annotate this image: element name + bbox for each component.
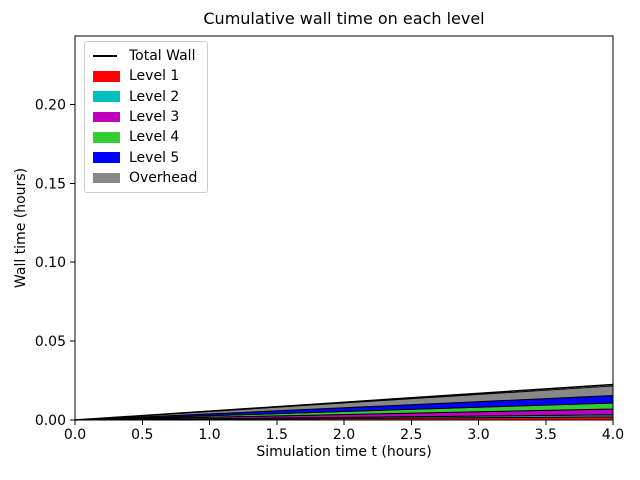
legend-line-swatch-total-wall [93, 55, 121, 58]
legend-entry-overhead: Overhead [93, 168, 197, 188]
legend: Total Wall Level 1 Level 2 Level 3 Level 4 Le… [84, 41, 209, 194]
legend-label: Level 1 [129, 68, 180, 85]
y-ticks: 0.00 0.05 0.10 0.15 0.20 [35, 97, 75, 429]
x-tick-label: 2.0 [333, 427, 355, 443]
x-ticks: 0.0 0.5 1.0 1.5 2.0 2.5 3.0 3.5 4.0 [64, 420, 624, 443]
swatch-color [93, 55, 117, 58]
total-wall-line [74, 383, 614, 421]
legend-patch-swatch-overhead [93, 172, 121, 184]
legend-label: Level 5 [129, 149, 180, 166]
swatch-color [93, 132, 120, 143]
y-tick-label: 0.10 [35, 255, 66, 271]
x-tick-label: 1.0 [198, 427, 220, 443]
line-total-wall [74, 383, 614, 421]
x-tick-label: 3.0 [467, 427, 489, 443]
chart-title: Cumulative wall time on each level [203, 9, 485, 28]
swatch-color [93, 152, 120, 163]
legend-patch-swatch-level-5 [93, 152, 121, 163]
y-tick-label: 0.00 [35, 413, 66, 429]
legend-patch-swatch-level-2 [93, 91, 121, 102]
swatch-color [93, 71, 120, 82]
legend-patch-swatch-level-4 [93, 132, 121, 143]
legend-entry-level-1: Level 1 [93, 66, 197, 86]
y-tick-label: 0.20 [35, 97, 66, 113]
swatch-color [93, 172, 120, 184]
legend-patch-swatch-level-1 [93, 71, 121, 82]
legend-entry-level-4: Level 4 [93, 127, 197, 147]
legend-label: Total Wall [129, 48, 196, 65]
x-tick-label: 0.5 [131, 427, 153, 443]
x-tick-label: 4.0 [602, 427, 624, 443]
legend-label: Level 2 [129, 88, 180, 105]
legend-entry-level-5: Level 5 [93, 147, 197, 167]
legend-entry-total-wall: Total Wall [93, 46, 197, 66]
legend-entry-level-2: Level 2 [93, 87, 197, 107]
legend-label: Overhead [129, 169, 198, 186]
x-tick-label: 1.5 [266, 427, 288, 443]
legend-label: Level 3 [129, 109, 180, 126]
x-tick-label: 3.5 [535, 427, 557, 443]
swatch-color [93, 111, 120, 123]
y-tick-label: 0.15 [35, 176, 66, 192]
y-tick-label: 0.05 [35, 334, 66, 350]
x-axis-label: Simulation time t (hours) [256, 444, 432, 460]
x-tick-label: 2.5 [400, 427, 422, 443]
x-tick-label: 0.0 [64, 427, 86, 443]
legend-patch-swatch-level-3 [93, 111, 121, 123]
legend-entry-level-3: Level 3 [93, 107, 197, 127]
legend-label: Level 4 [129, 129, 180, 146]
swatch-color [93, 91, 120, 102]
